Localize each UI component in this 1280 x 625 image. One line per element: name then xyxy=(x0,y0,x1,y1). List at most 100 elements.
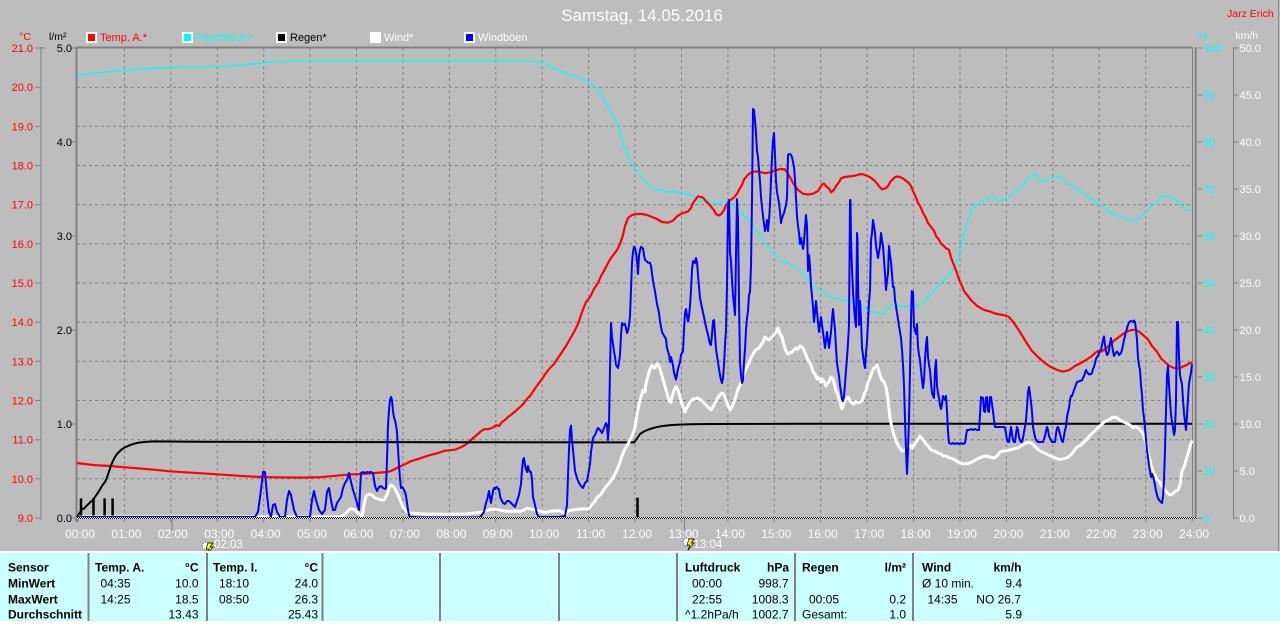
svg-text:^1.2hPa/h: ^1.2hPa/h xyxy=(685,608,739,622)
svg-text:1.0: 1.0 xyxy=(889,608,906,622)
svg-text:Regen*: Regen* xyxy=(290,32,327,44)
svg-text:05:00: 05:00 xyxy=(297,527,327,541)
svg-text:Sensor: Sensor xyxy=(8,561,49,575)
svg-text:10:00: 10:00 xyxy=(529,527,559,541)
svg-text:Wind*: Wind* xyxy=(384,32,414,44)
svg-text:14.0: 14.0 xyxy=(12,317,33,329)
svg-text:Feuchte A.*: Feuchte A.* xyxy=(196,32,254,44)
svg-text:20: 20 xyxy=(1203,419,1215,431)
svg-text:l/m²: l/m² xyxy=(885,561,906,575)
svg-text:Temp. A.*: Temp. A.* xyxy=(100,32,148,44)
svg-text:40.0: 40.0 xyxy=(1240,137,1261,149)
svg-text:21:00: 21:00 xyxy=(1040,527,1070,541)
svg-text:50: 50 xyxy=(1203,278,1215,290)
svg-text:Gesamt:: Gesamt: xyxy=(802,608,847,622)
svg-text:°C: °C xyxy=(305,561,319,575)
svg-text:14:35: 14:35 xyxy=(928,592,958,606)
svg-text:70: 70 xyxy=(1203,184,1215,196)
svg-text:30: 30 xyxy=(1203,372,1215,384)
svg-text:25.0: 25.0 xyxy=(1240,278,1261,290)
svg-text:9.0: 9.0 xyxy=(18,513,33,525)
svg-text:11:00: 11:00 xyxy=(576,527,605,541)
svg-text:22:00: 22:00 xyxy=(1086,527,1116,541)
svg-text:19:00: 19:00 xyxy=(947,527,977,541)
svg-text:0.0: 0.0 xyxy=(1240,513,1255,525)
svg-text:12.0: 12.0 xyxy=(12,396,33,408)
svg-text:13:00: 13:00 xyxy=(668,527,698,541)
svg-text:10.0: 10.0 xyxy=(12,474,33,486)
svg-text:Jarz Erich: Jarz Erich xyxy=(1227,8,1274,20)
svg-text:1.0: 1.0 xyxy=(57,419,72,431)
svg-text:08:00: 08:00 xyxy=(436,527,466,541)
svg-text:100: 100 xyxy=(1203,43,1221,55)
svg-text:17:00: 17:00 xyxy=(854,527,884,541)
svg-text:Luftdruck: Luftdruck xyxy=(685,561,741,575)
svg-text:15.0: 15.0 xyxy=(1240,372,1261,384)
svg-text:50.0: 50.0 xyxy=(1240,43,1261,55)
svg-text:1002.7: 1002.7 xyxy=(752,608,789,622)
svg-text:08:50: 08:50 xyxy=(219,592,249,606)
svg-text:18:00: 18:00 xyxy=(901,527,931,541)
svg-text:5.0: 5.0 xyxy=(1240,466,1255,478)
svg-text:00:05: 00:05 xyxy=(809,592,839,606)
svg-text:35.0: 35.0 xyxy=(1240,184,1261,196)
svg-text:3.0: 3.0 xyxy=(57,231,72,243)
svg-text:15:00: 15:00 xyxy=(761,527,791,541)
svg-text:40: 40 xyxy=(1203,325,1215,337)
svg-text:5.9: 5.9 xyxy=(1005,608,1022,622)
svg-text:03:00: 03:00 xyxy=(204,527,234,541)
svg-text:04:35: 04:35 xyxy=(101,577,131,591)
svg-text:02:03: 02:03 xyxy=(214,539,243,551)
svg-text:15.0: 15.0 xyxy=(12,278,33,290)
svg-text:80: 80 xyxy=(1203,137,1215,149)
svg-text:km/h: km/h xyxy=(1236,30,1259,42)
svg-text:04:00: 04:00 xyxy=(251,527,281,541)
svg-text:°C: °C xyxy=(185,561,199,575)
svg-text:20.0: 20.0 xyxy=(12,82,33,94)
svg-text:45.0: 45.0 xyxy=(1240,90,1261,102)
svg-text:Windböen: Windböen xyxy=(478,32,528,44)
svg-text:Durchschnitt: Durchschnitt xyxy=(8,608,82,622)
svg-text:12:00: 12:00 xyxy=(622,527,652,541)
svg-text:Temp. A.: Temp. A. xyxy=(95,561,144,575)
svg-text:10.0: 10.0 xyxy=(1240,419,1261,431)
svg-text:Wind: Wind xyxy=(922,561,951,575)
svg-text:00:00: 00:00 xyxy=(692,577,722,591)
svg-text:l/m²: l/m² xyxy=(49,31,67,43)
svg-text:4.0: 4.0 xyxy=(57,137,72,149)
svg-text:2.0: 2.0 xyxy=(57,325,72,337)
svg-text:25.43: 25.43 xyxy=(288,608,318,622)
svg-text:13:04: 13:04 xyxy=(694,539,723,551)
svg-text:18.5: 18.5 xyxy=(175,592,199,606)
svg-text:14:00: 14:00 xyxy=(715,527,745,541)
svg-text:11.0: 11.0 xyxy=(12,435,33,447)
svg-text:10.0: 10.0 xyxy=(175,577,199,591)
svg-text:23:00: 23:00 xyxy=(1133,527,1163,541)
svg-text:0.2: 0.2 xyxy=(889,592,906,606)
svg-text:19.0: 19.0 xyxy=(12,121,33,133)
svg-text:07:00: 07:00 xyxy=(390,527,420,541)
svg-text:5.0: 5.0 xyxy=(57,43,72,55)
svg-text:18:10: 18:10 xyxy=(219,577,249,591)
svg-text:MaxWert: MaxWert xyxy=(8,592,58,606)
svg-text:06:00: 06:00 xyxy=(344,527,374,541)
svg-text:Samstag, 14.05.2016: Samstag, 14.05.2016 xyxy=(561,6,723,25)
svg-text:9.4: 9.4 xyxy=(1005,577,1022,591)
svg-text:26.3: 26.3 xyxy=(295,592,319,606)
svg-text:°C: °C xyxy=(19,31,31,43)
svg-text:18.0: 18.0 xyxy=(12,161,33,173)
svg-text:1008.3: 1008.3 xyxy=(752,592,789,606)
svg-text:10: 10 xyxy=(1203,466,1215,478)
svg-text:01:00: 01:00 xyxy=(111,527,141,541)
svg-text:998.7: 998.7 xyxy=(758,577,788,591)
svg-text:17.0: 17.0 xyxy=(12,200,33,212)
svg-text:MinWert: MinWert xyxy=(8,577,55,591)
svg-text:Regen: Regen xyxy=(802,561,839,575)
svg-text:21.0: 21.0 xyxy=(12,43,33,55)
svg-text:20:00: 20:00 xyxy=(993,527,1023,541)
svg-text:00:00: 00:00 xyxy=(65,527,95,541)
svg-text:24:00: 24:00 xyxy=(1179,527,1209,541)
svg-text:20.0: 20.0 xyxy=(1240,325,1261,337)
svg-text:Ø 10 min.: Ø 10 min. xyxy=(922,577,974,591)
svg-text:22:55: 22:55 xyxy=(692,592,722,606)
